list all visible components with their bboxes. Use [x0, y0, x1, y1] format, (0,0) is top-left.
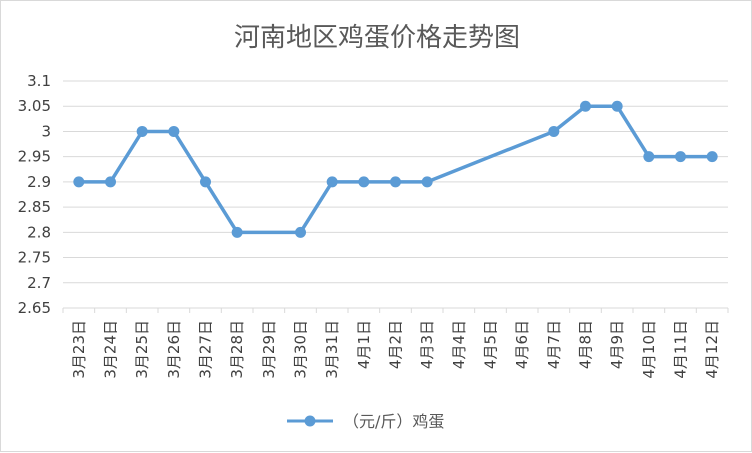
data-point[interactable]	[358, 176, 370, 188]
data-point[interactable]	[390, 176, 401, 188]
data-point[interactable]	[326, 176, 338, 188]
x-tick-label: 4月1日	[355, 320, 373, 369]
x-tick-label: 3月27日	[197, 320, 215, 379]
y-tick-label: 2.75	[18, 249, 51, 267]
chart-title: 河南地区鸡蛋价格走势图	[234, 23, 520, 53]
data-point[interactable]	[168, 125, 180, 137]
gridlines	[62, 80, 729, 313]
data-point[interactable]	[675, 151, 686, 163]
data-point[interactable]	[580, 100, 591, 112]
y-tick-label: 2.85	[18, 198, 51, 216]
series-line	[78, 104, 713, 235]
data-point[interactable]	[231, 226, 243, 238]
x-tick-label: 4月5日	[482, 320, 500, 369]
legend-marker	[304, 415, 316, 427]
x-tick-label: 4月2日	[387, 320, 405, 369]
x-tick-label: 4月6日	[513, 320, 531, 369]
data-point[interactable]	[643, 151, 655, 163]
y-tick-label: 3	[41, 122, 51, 140]
y-tick-label: 2.95	[18, 148, 51, 166]
y-tick-label: 2.7	[27, 274, 51, 292]
data-point[interactable]	[73, 176, 85, 188]
x-tick-label: 3月24日	[102, 320, 120, 379]
x-tick-label: 3月26日	[165, 320, 183, 379]
data-point[interactable]	[421, 176, 433, 188]
data-point[interactable]	[706, 151, 718, 163]
x-tick-label: 4月9日	[608, 320, 626, 369]
y-tick-label: 3.05	[18, 97, 51, 115]
x-tick-label: 3月23日	[70, 320, 88, 379]
data-point[interactable]	[611, 100, 623, 112]
legend[interactable]: （元/斤）鸡蛋	[287, 412, 444, 431]
x-tick-label: 4月10日	[640, 320, 658, 379]
x-tick-label: 4月8日	[577, 320, 595, 369]
series-group	[73, 100, 718, 238]
x-tick-label: 3月29日	[260, 320, 278, 379]
x-axis-ticks: 3月23日 3月24日 3月25日 3月26日 3月27日 3月28日 3月29日 3月30日…	[70, 320, 721, 379]
data-point[interactable]	[295, 226, 306, 238]
x-tick-label: 3月30日	[292, 320, 310, 379]
y-tick-label: 2.8	[27, 223, 51, 241]
x-tick-label: 4月3日	[418, 320, 436, 369]
x-tick-label: 4月7日	[545, 320, 563, 369]
x-tick-label: 4月11日	[672, 320, 690, 379]
y-axis-ticks: 3.1 3.05 3 2.95 2.9 2.85 2.8 2.75 2.7 2.65	[18, 72, 51, 317]
x-tick-label: 3月31日	[323, 320, 341, 379]
data-point[interactable]	[136, 125, 148, 137]
y-tick-label: 2.9	[27, 173, 51, 191]
legend-label: （元/斤）鸡蛋	[343, 412, 444, 431]
data-point[interactable]	[548, 125, 560, 137]
data-point[interactable]	[200, 176, 211, 188]
y-tick-label: 2.65	[18, 299, 51, 317]
x-tick-label: 4月12日	[703, 320, 721, 379]
x-tick-label: 3月25日	[133, 320, 151, 379]
data-point[interactable]	[105, 176, 116, 188]
x-tick-label: 4月4日	[450, 320, 468, 369]
y-tick-label: 3.1	[27, 72, 51, 90]
x-tick-label: 3月28日	[228, 320, 246, 379]
